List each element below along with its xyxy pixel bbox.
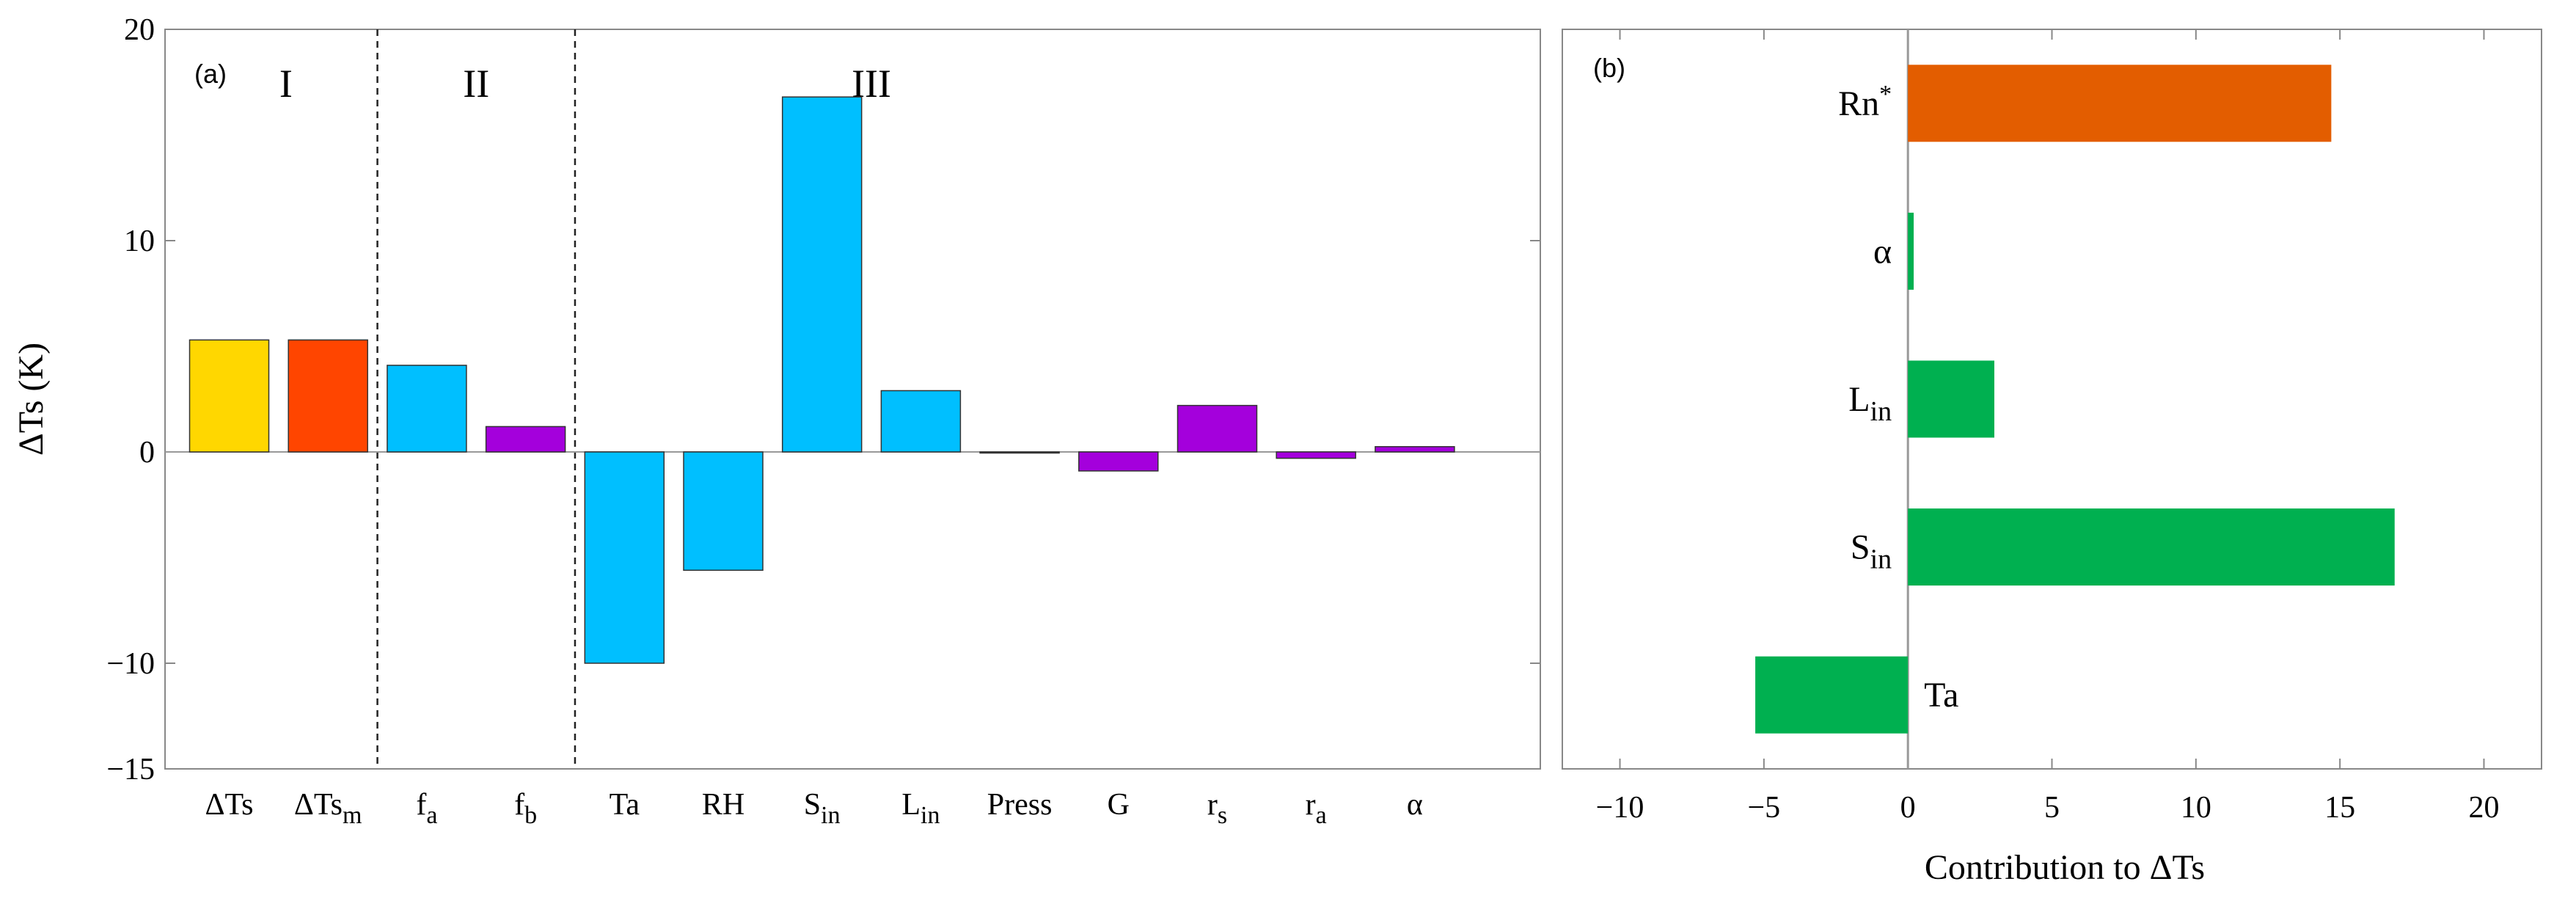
label-main: ΔTs: [205, 788, 253, 822]
bar: [781, 96, 863, 453]
x-tick-label: 15: [2324, 791, 2355, 825]
x-tick-label: 10: [2181, 791, 2211, 825]
label-subscript: a: [426, 802, 437, 829]
label-main: S: [804, 788, 821, 822]
y-tick-label: 20: [124, 13, 155, 47]
label-main: r: [1207, 788, 1218, 822]
label-subscript: in: [1870, 396, 1892, 427]
label-main: L: [901, 788, 921, 822]
x-tick-label: α: [1407, 788, 1423, 822]
panel-b-x-axis-label: Contribution to ΔTs: [1925, 848, 2205, 887]
x-tick-label: RH: [702, 788, 744, 822]
bar: [1375, 446, 1455, 453]
label-subscript: s: [1218, 802, 1227, 829]
label-main: f: [416, 788, 426, 822]
x-tick-label: Press: [987, 788, 1053, 822]
group-label: II: [463, 62, 489, 106]
bar: [387, 365, 467, 453]
x-tick-label: 5: [2044, 791, 2060, 825]
label-main: RH: [702, 788, 744, 822]
bar: [288, 339, 368, 453]
bar: [189, 339, 270, 453]
label-subscript: in: [1870, 544, 1892, 575]
x-tick-label: 0: [1900, 791, 1916, 825]
panel-b-label: (b): [1593, 53, 1625, 83]
label-subscript: m: [343, 802, 362, 829]
label-main: α: [1407, 788, 1423, 822]
panel-b-bars: [1755, 65, 2395, 734]
bar: [1276, 451, 1356, 459]
x-tick-label: G: [1108, 788, 1130, 822]
bar: [1078, 451, 1159, 472]
label-main: Press: [987, 788, 1053, 822]
bar: [1908, 212, 1914, 290]
panel-a-y-ticks: −15 −10 0 10 20: [106, 13, 1540, 786]
panel-a-bars: [189, 96, 1455, 664]
panel-a-y-axis-label: ΔTs (K): [12, 343, 51, 456]
label-main: S: [1851, 528, 1870, 567]
x-tick-label: −10: [1596, 791, 1644, 825]
x-tick-label: Sin: [804, 788, 841, 829]
panel-a-group-dividers: [376, 29, 577, 769]
x-tick-label: −5: [1748, 791, 1781, 825]
label-main: L: [1848, 380, 1870, 419]
x-tick-label: rs: [1207, 788, 1227, 829]
group-label: I: [279, 62, 293, 106]
category-label: Lin: [1848, 380, 1892, 427]
y-tick-label: 10: [124, 224, 155, 258]
y-tick-label: −15: [106, 753, 155, 786]
category-label: Ta: [1924, 676, 1958, 715]
label-subscript: in: [921, 802, 940, 829]
bar: [683, 451, 764, 572]
label-subscript: b: [524, 802, 537, 829]
label-main: G: [1108, 788, 1130, 822]
bar: [485, 426, 566, 453]
category-label: α: [1873, 232, 1892, 271]
x-tick-label: fa: [416, 788, 437, 829]
x-tick-label: ΔTs: [205, 788, 253, 822]
label-subscript: in: [821, 802, 840, 829]
panel-a-label: (a): [194, 59, 227, 89]
bar: [1755, 656, 1909, 734]
label-superscript: *: [1879, 81, 1892, 108]
bar: [1177, 404, 1258, 453]
category-label: Rn*: [1838, 81, 1892, 123]
bar: [880, 390, 962, 453]
x-tick-label: Ta: [610, 788, 640, 822]
bar: [1908, 65, 2332, 142]
bar: [1908, 360, 1994, 438]
label-main: Ta: [610, 788, 640, 822]
x-tick-label: ra: [1306, 788, 1327, 829]
label-main: ΔTs: [294, 788, 343, 822]
bar: [979, 451, 1060, 454]
y-tick-label: 0: [139, 436, 155, 470]
x-tick-label: Lin: [901, 788, 940, 829]
panel-b: (b) Contribution to ΔTs −10 −5 0 5 10 15 20 Rn…: [1562, 29, 2542, 887]
label-main: Rn: [1838, 84, 1879, 123]
label-main: f: [514, 788, 524, 822]
label-main: Ta: [1924, 676, 1958, 715]
x-tick-label: ΔTsm: [294, 788, 362, 829]
label-main: α: [1873, 232, 1892, 271]
panel-a-axes-box: [164, 29, 1541, 770]
bar: [584, 451, 665, 664]
label-subscript: a: [1316, 802, 1327, 829]
x-tick-label: 20: [2468, 791, 2499, 825]
x-tick-label: fb: [514, 788, 537, 829]
bar: [1908, 508, 2395, 586]
panel-b-x-ticks: −10 −5 0 5 10 15 20: [1596, 29, 2499, 825]
label-main: r: [1306, 788, 1316, 822]
y-tick-label: −10: [106, 647, 155, 681]
category-label: Sin: [1851, 528, 1892, 575]
